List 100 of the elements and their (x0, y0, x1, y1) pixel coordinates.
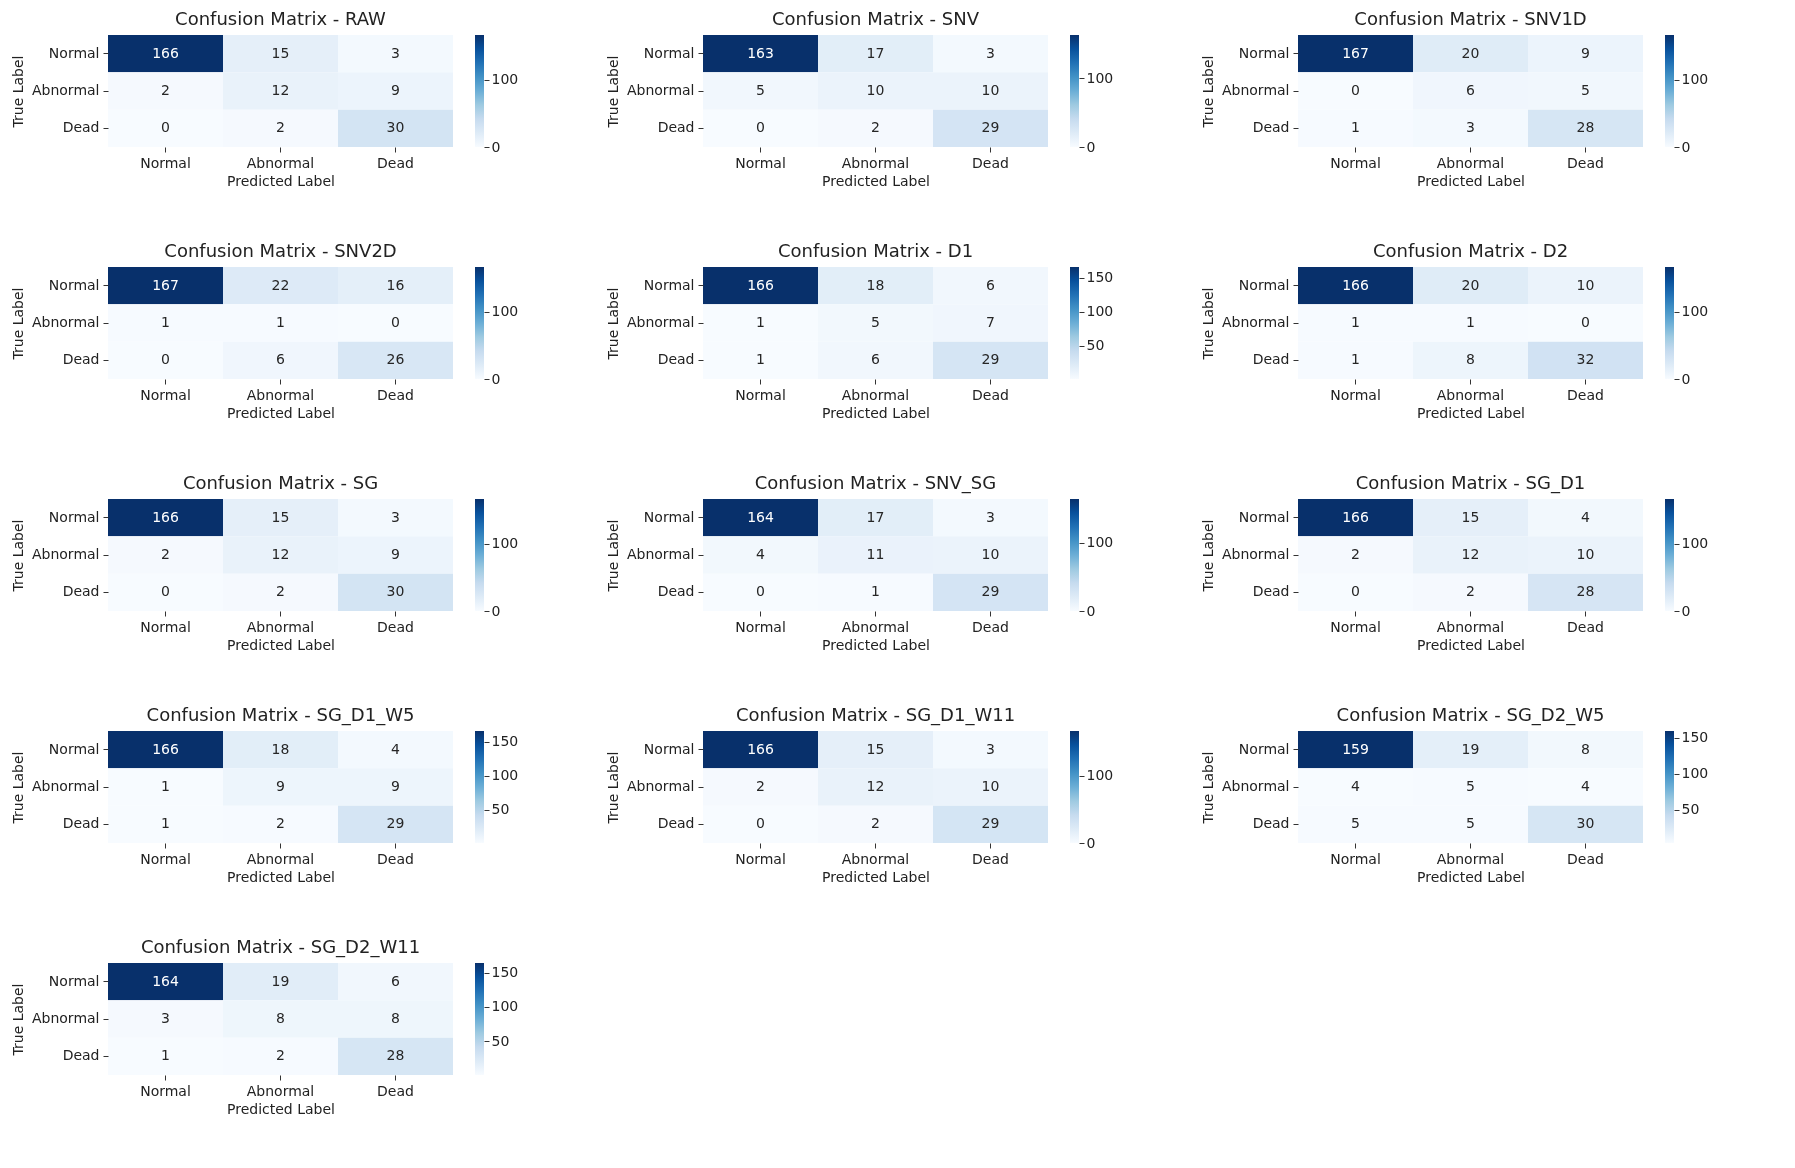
x-tick-label: Dead (377, 1082, 414, 1099)
x-tick-label: Dead (972, 850, 1009, 867)
x-tick-label: Abnormal (1436, 850, 1505, 867)
x-tick-label: Normal (1330, 850, 1381, 867)
data-label: 12 (271, 546, 290, 562)
data-label: 4 (1581, 778, 1591, 794)
y-tick-label: Dead (657, 583, 695, 600)
data-label: 8 (276, 1010, 285, 1026)
x-axis-title: Predicted Label (227, 172, 335, 189)
data-label: 166 (747, 276, 774, 293)
data-label: 10 (1576, 546, 1595, 562)
data-label: 12 (866, 778, 885, 794)
data-label: 166 (1342, 276, 1369, 293)
data-label: 1 (1466, 314, 1475, 330)
y-tick-label: Abnormal (1221, 314, 1290, 330)
data-label: 26 (386, 351, 405, 368)
data-label: 0 (161, 119, 170, 136)
data-label: 166 (747, 740, 774, 757)
data-label: 15 (866, 740, 885, 757)
x-tick-label: Normal (1330, 618, 1381, 635)
data-label: 166 (152, 740, 179, 757)
x-tick-label: Dead (972, 154, 1009, 171)
data-label: 5 (1466, 778, 1475, 794)
y-axis-title: True Label (9, 55, 26, 129)
data-label: 1 (1351, 351, 1360, 368)
data-label: 18 (866, 276, 885, 293)
color-bar-label: 100 (1086, 767, 1114, 784)
data-label: 5 (1581, 82, 1590, 98)
data-label: 10 (981, 546, 1000, 562)
color-bar-label: 50 (491, 801, 510, 818)
data-label: 17 (866, 508, 885, 525)
data-label: 3 (391, 508, 400, 525)
x-tick-label: Dead (1567, 850, 1604, 867)
y-tick-label: Normal (48, 972, 100, 989)
y-tick-label: Dead (657, 815, 695, 832)
data-label: 2 (871, 119, 880, 136)
x-tick-label: Abnormal (1436, 386, 1505, 403)
color-bar-label: 100 (1681, 765, 1709, 782)
color-bar-label: 50 (491, 1032, 510, 1049)
data-label: 1 (1351, 119, 1360, 136)
data-label: 9 (391, 778, 400, 794)
y-axis-title: True Label (1199, 55, 1216, 129)
x-axis-title: Predicted Label (227, 868, 335, 885)
data-label: 3 (391, 44, 400, 61)
data-label: 18 (271, 740, 290, 757)
x-axis-title: Predicted Label (227, 404, 335, 421)
y-axis-title: True Label (604, 287, 621, 361)
x-tick-label: Abnormal (246, 1082, 315, 1099)
y-tick-label: Abnormal (626, 778, 695, 794)
data-label: 28 (386, 1047, 405, 1064)
color-bar-label: 0 (1681, 138, 1691, 155)
data-label: 7 (986, 314, 995, 330)
x-axis-title: Predicted Label (1417, 172, 1525, 189)
y-tick-label: Abnormal (31, 778, 100, 794)
x-tick-label: Normal (735, 386, 786, 403)
y-axis-title: True Label (604, 55, 621, 129)
data-label: 3 (986, 44, 995, 61)
chart-title: Confusion Matrix - SNV_SG (754, 472, 997, 494)
data-label: 30 (1576, 815, 1595, 832)
x-axis-title: Predicted Label (1417, 404, 1525, 421)
x-tick-label: Normal (735, 618, 786, 635)
color-bar-label: 0 (1681, 370, 1691, 387)
data-label: 0 (161, 583, 170, 600)
x-tick-label: Abnormal (841, 850, 910, 867)
y-tick-label: Dead (62, 119, 100, 136)
color-bar-label: 0 (1086, 138, 1096, 155)
data-label: 1 (161, 778, 170, 794)
x-tick-label: Dead (377, 850, 414, 867)
x-tick-label: Abnormal (246, 618, 315, 635)
data-label: 0 (1351, 82, 1360, 98)
y-axis-title: True Label (9, 287, 26, 361)
data-label: 8 (391, 1010, 400, 1026)
color-bar-label: 100 (1086, 303, 1114, 320)
y-tick-label: Normal (1238, 276, 1290, 293)
data-label: 0 (1581, 314, 1590, 330)
y-tick-label: Abnormal (1221, 82, 1290, 98)
y-axis-title: True Label (9, 519, 26, 593)
color-bar-label: 0 (491, 370, 501, 387)
data-label: 5 (756, 82, 765, 98)
x-axis-title: Predicted Label (822, 172, 930, 189)
data-label: 1 (276, 314, 285, 330)
chart-title: Confusion Matrix - D2 (1372, 240, 1569, 261)
color-bar-label: 0 (491, 138, 501, 155)
data-label: 0 (161, 351, 170, 368)
y-tick-label: Abnormal (31, 1010, 100, 1026)
color-bar-label: 100 (1681, 303, 1709, 320)
data-label: 19 (1461, 740, 1480, 757)
y-tick-label: Dead (1252, 583, 1290, 600)
data-label: 30 (386, 583, 405, 600)
color-bar-label: 100 (491, 998, 519, 1015)
data-label: 6 (391, 972, 401, 989)
data-label: 2 (276, 119, 285, 136)
data-label: 5 (1351, 815, 1360, 832)
x-tick-label: Dead (1567, 618, 1604, 635)
x-tick-label: Dead (1567, 154, 1604, 171)
data-label: 0 (756, 119, 765, 136)
color-bar-label: 150 (491, 964, 519, 981)
x-tick-label: Normal (1330, 386, 1381, 403)
color-bar-label: 150 (491, 733, 519, 750)
data-label: 29 (386, 815, 405, 832)
